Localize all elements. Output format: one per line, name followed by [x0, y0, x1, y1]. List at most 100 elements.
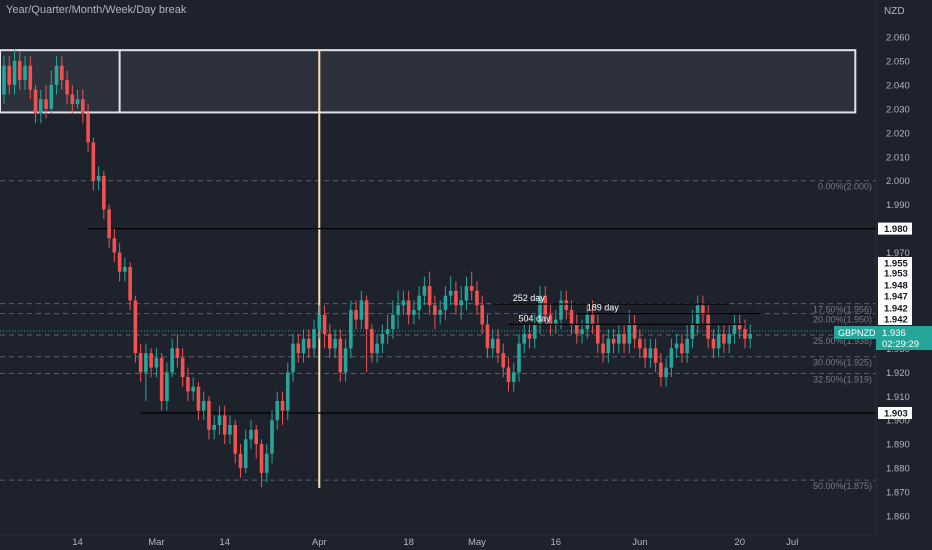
y-tick-label: 1.990: [886, 200, 910, 211]
candle-body: [454, 290, 458, 306]
y-tick-label: 2.060: [886, 33, 910, 44]
candle-body: [75, 99, 80, 105]
candle-body: [70, 94, 75, 105]
candle-body: [690, 324, 695, 339]
price-tag-bg: [878, 279, 912, 291]
candle-body: [349, 310, 353, 349]
candle-body: [123, 266, 127, 272]
candle-body: [511, 372, 516, 382]
candle-body: [443, 295, 448, 311]
candle-body: [569, 310, 574, 325]
candle-body: [674, 343, 679, 349]
x-tick-label: 16: [550, 537, 561, 548]
price-tag-bg: [878, 257, 912, 269]
year-box: [0, 49, 857, 114]
candle-body: [580, 329, 584, 334]
moving-levels: 252 day 189 day 504 day: [492, 293, 761, 325]
candle-body: [370, 329, 374, 354]
x-tick-label: May: [468, 537, 486, 548]
y-tick-label: 2.030: [886, 104, 910, 115]
candle-body: [201, 401, 206, 411]
price-tag-bg: [878, 313, 912, 325]
y-tick-label: 1.880: [886, 464, 910, 475]
price-tag-text: 1.942: [884, 304, 908, 315]
price-axis[interactable]: 2.060 2.050 2.040 2.030 2.020 2.010 2.000 1.990…: [886, 33, 910, 523]
candle-body: [417, 295, 421, 311]
year-box-rect: [0, 49, 857, 114]
y-tick-label: 2.040: [886, 80, 910, 91]
candle-body: [385, 329, 390, 334]
candle-body: [412, 310, 416, 315]
candle-body: [664, 367, 668, 378]
candle-body: [590, 314, 595, 325]
candle-body: [711, 338, 716, 349]
candle-body: [128, 266, 132, 301]
candle-body: [611, 338, 616, 344]
candle-body: [186, 377, 190, 392]
candle-body: [459, 300, 463, 306]
moving-level-label: 504 day: [518, 313, 551, 323]
candle-body: [243, 439, 248, 469]
candle-body: [543, 295, 548, 315]
candle-body: [490, 338, 495, 349]
candle-body: [12, 60, 17, 85]
price-tag-bg: [878, 407, 912, 420]
candle-body: [527, 333, 532, 339]
candle-body: [149, 353, 153, 368]
candle-body: [222, 415, 227, 435]
candle-body: [175, 348, 180, 358]
candle-body: [333, 338, 337, 349]
candle-body: [627, 324, 632, 344]
candle-body: [102, 175, 106, 210]
candle-body: [23, 65, 27, 81]
candle-body: [133, 300, 138, 354]
candle-body: [722, 333, 726, 344]
candle-body: [285, 372, 290, 411]
candle-body: [33, 89, 38, 114]
price-tag-text: 1.953: [884, 269, 908, 280]
time-axis[interactable]: 14 Mar 14 Apr 18 May 16 Jun 20 Jul: [72, 537, 798, 548]
candle-body: [548, 314, 553, 325]
candle-body: [532, 324, 537, 339]
candle-body: [485, 324, 490, 349]
candle-body: [743, 329, 747, 339]
candle-body: [427, 286, 432, 306]
candle-body: [233, 424, 238, 454]
countdown-text: 02:29:29: [882, 339, 919, 350]
candle-body: [574, 324, 579, 334]
indicator-title: Year/Quarter/Month/Week/Day break: [6, 4, 187, 16]
y-tick-label: 1.920: [886, 368, 910, 379]
candle-body: [112, 238, 117, 253]
candle-body: [522, 333, 527, 344]
candle-body: [585, 314, 590, 330]
candle-body: [501, 353, 506, 368]
candle-body: [322, 314, 327, 334]
candle-body: [375, 343, 379, 354]
candle-body: [17, 60, 22, 81]
candle-body: [217, 415, 222, 425]
candle-body: [506, 367, 511, 382]
candle-body: [165, 372, 169, 402]
x-tick-label: Apr: [312, 537, 327, 548]
price-tag-text: 1.948: [884, 281, 908, 292]
fib-label: 0.00%(2.000): [818, 182, 872, 192]
candle-body: [396, 305, 400, 315]
price-tag-bg: [878, 290, 912, 302]
y-tick-label: 2.000: [886, 176, 910, 187]
candle-body: [464, 286, 469, 301]
price-tag-text: 1.903: [884, 409, 908, 420]
candle-body: [275, 401, 280, 421]
horizontal-levels: [0, 228, 876, 414]
x-tick-label: 14: [219, 537, 230, 548]
price-tag-text: 1.955: [884, 259, 908, 270]
candle-body: [517, 343, 521, 373]
candle-body: [343, 348, 348, 373]
candle-body: [401, 300, 406, 306]
candle-body: [2, 65, 6, 95]
candle-body: [748, 333, 753, 339]
candle-body: [653, 348, 658, 363]
moving-level-label: 189 day: [587, 303, 620, 313]
y-tick-label: 2.020: [886, 128, 910, 139]
